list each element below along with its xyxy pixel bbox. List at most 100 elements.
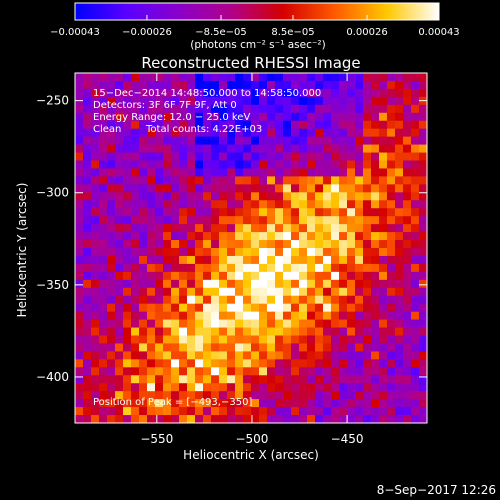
heatmap-cell [115, 128, 124, 138]
heatmap-cell [139, 271, 148, 281]
heatmap-cell [347, 375, 356, 384]
heatmap-cell [107, 208, 116, 217]
heatmap-cell [243, 343, 252, 352]
heatmap-cell [155, 96, 164, 106]
heatmap-cell [419, 295, 427, 305]
heatmap-cell [379, 136, 388, 146]
heatmap-cell [323, 88, 332, 98]
heatmap-cell [147, 88, 156, 98]
heatmap-cell [419, 248, 427, 257]
heatmap-cell [171, 96, 180, 106]
heatmap-cell [107, 415, 116, 423]
heatmap-cell [243, 176, 252, 185]
heatmap-cell [147, 192, 156, 201]
heatmap-cell [83, 232, 92, 241]
heatmap-cell [395, 375, 404, 384]
heatmap-cell [363, 271, 372, 281]
heatmap-cell [195, 279, 204, 289]
heatmap-cell [315, 263, 324, 273]
heatmap-cell [331, 255, 340, 265]
heatmap-cell [171, 208, 180, 217]
heatmap-cell [291, 295, 300, 305]
heatmap-cell [211, 343, 220, 352]
heatmap-cell [403, 415, 412, 423]
heatmap-cell [163, 224, 172, 233]
heatmap-cell [411, 383, 420, 392]
heatmap-cell [323, 192, 332, 201]
heatmap-cell [355, 104, 364, 114]
colorbar-ticks: −0.00043 −0.00026 −8.5e−05 8.5e−05 0.00026 0.… [50, 15, 460, 38]
heatmap-cell [211, 112, 220, 122]
heatmap-cell [187, 152, 196, 161]
heatmap-cell [347, 160, 356, 169]
heatmap-cell [339, 327, 348, 336]
heatmap-cell [379, 120, 388, 130]
heatmap-cell [195, 351, 204, 360]
heatmap-cell [291, 216, 300, 225]
heatmap-cell [275, 104, 284, 114]
heatmap-cell [387, 375, 396, 384]
heatmap-cell [163, 88, 172, 98]
heatmap-cell [403, 263, 412, 273]
heatmap-cell [355, 391, 364, 400]
heatmap-cell [323, 240, 332, 249]
heatmap-cell [315, 383, 324, 392]
heatmap-cell [267, 88, 276, 98]
heatmap-cell [235, 104, 244, 114]
heatmap-cell [411, 407, 420, 416]
heatmap-cell [107, 104, 116, 114]
heatmap-cell [227, 112, 236, 122]
heatmap-cell [235, 120, 244, 130]
heatmap-cell [235, 359, 244, 368]
heatmap-cell [163, 271, 172, 281]
heatmap-cell [155, 391, 164, 400]
heatmap-cell [291, 136, 300, 146]
heatmap-cell [235, 200, 244, 209]
heatmap-cell [331, 399, 340, 408]
heatmap-cell [315, 391, 324, 400]
heatmap-cell [283, 96, 292, 106]
heatmap-cell [203, 160, 212, 169]
heatmap-cell [171, 216, 180, 225]
heatmap-cell [275, 367, 284, 376]
heatmap-cell [131, 375, 140, 384]
heatmap-cell [291, 112, 300, 122]
heatmap-cell [299, 73, 308, 82]
heatmap-cell [147, 240, 156, 249]
heatmap-cell [123, 136, 132, 146]
heatmap-cell [83, 407, 92, 416]
heatmap-cell [139, 224, 148, 233]
heatmap-cell [259, 375, 268, 384]
heatmap-cell [155, 232, 164, 241]
heatmap-cell [363, 391, 372, 400]
heatmap-cell [283, 287, 292, 297]
heatmap-cell [179, 128, 188, 138]
heatmap-cell [171, 343, 180, 352]
heatmap-cell [259, 240, 268, 249]
heatmap-cell [163, 128, 172, 138]
heatmap-cell [291, 383, 300, 392]
heatmap-cell [323, 160, 332, 169]
heatmap-cell [227, 303, 236, 313]
heatmap-cell [315, 255, 324, 265]
heatmap-cell [195, 359, 204, 368]
heatmap-cell [363, 359, 372, 368]
heatmap-cell [291, 367, 300, 376]
heatmap-cell [323, 343, 332, 352]
heatmap-cell [91, 232, 100, 241]
heatmap-cell [339, 311, 348, 321]
heatmap-cell [267, 176, 276, 185]
heatmap-cell [219, 343, 228, 352]
heatmap-cell [131, 248, 140, 257]
heatmap-cell [243, 279, 252, 289]
heatmap-cell [91, 327, 100, 336]
heatmap-cell [203, 415, 212, 423]
heatmap-cell [331, 160, 340, 169]
heatmap-cell [187, 279, 196, 289]
heatmap-cell [259, 383, 268, 392]
heatmap-cell [419, 176, 427, 185]
heatmap-cell [187, 287, 196, 297]
heatmap-cell [347, 88, 356, 98]
heatmap-cell [275, 216, 284, 225]
heatmap-cell [283, 351, 292, 360]
